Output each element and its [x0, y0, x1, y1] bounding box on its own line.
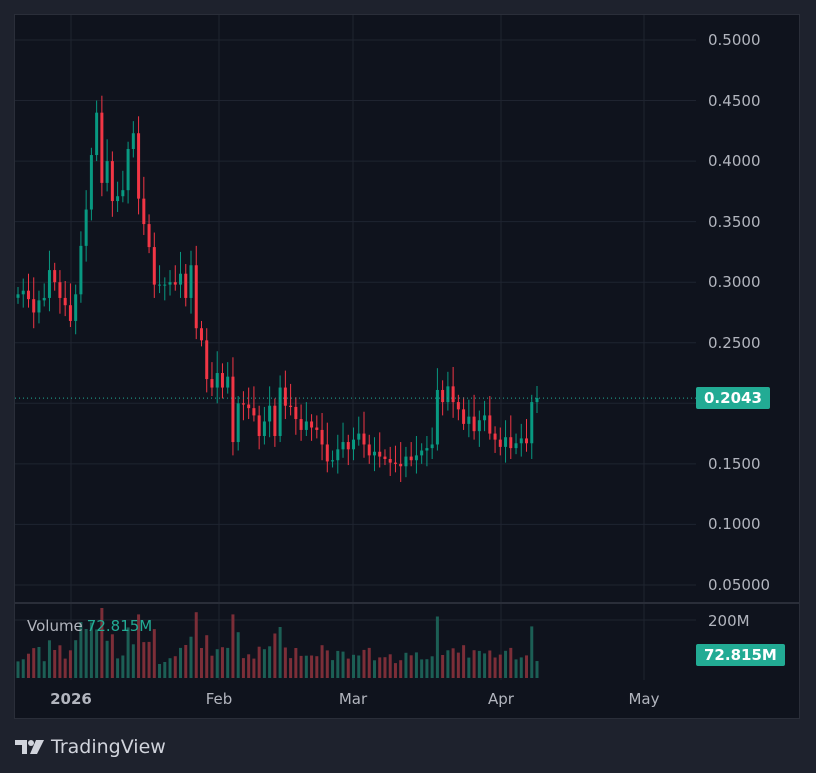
- volume-axis-tick: 200M: [708, 612, 750, 630]
- price-tick: 0.4000: [708, 152, 761, 170]
- tradingview-logo[interactable]: TradingView: [15, 736, 166, 758]
- price-tick: 0.4500: [708, 92, 761, 110]
- volume-badge: 72.815M: [696, 644, 785, 666]
- volume-value: 72.815M: [86, 617, 153, 635]
- brand-name: TradingView: [51, 736, 166, 758]
- price-tick: 0.3500: [708, 213, 761, 231]
- last-price-badge: 0.2043: [696, 387, 770, 409]
- price-tick: 0.1000: [708, 515, 761, 533]
- tradingview-logo-icon: [15, 740, 44, 754]
- price-tick: 0.2500: [708, 334, 761, 352]
- time-tick-2026: 2026: [50, 690, 92, 708]
- time-tick-mar: Mar: [338, 690, 368, 708]
- price-tick: 0.1500: [708, 455, 761, 473]
- price-tick: 0.3000: [708, 273, 761, 291]
- price-tick: 0.5000: [708, 31, 761, 49]
- chart-frame[interactable]: [14, 14, 800, 719]
- time-tick-may: May: [628, 690, 660, 708]
- volume-label: Volume: [27, 617, 83, 635]
- price-tick: 0.05000: [708, 576, 771, 594]
- time-tick-apr: Apr: [488, 690, 514, 708]
- time-tick-feb: Feb: [205, 690, 233, 708]
- volume-legend: Volume 72.815M: [27, 617, 152, 635]
